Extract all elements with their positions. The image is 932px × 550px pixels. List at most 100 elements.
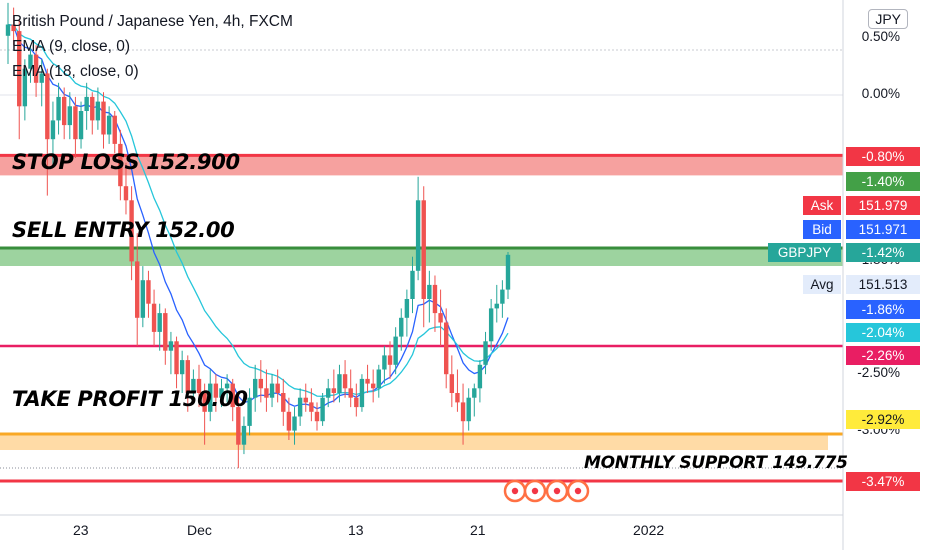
candle-body bbox=[22, 68, 28, 107]
candle-body bbox=[123, 186, 129, 201]
sell-entry-annotation: SELL ENTRY 152.00 bbox=[12, 218, 235, 242]
candle-body bbox=[359, 378, 365, 408]
bid-price-tag[interactable]: 151.971 bbox=[846, 220, 920, 239]
ema-fast-line bbox=[7, 23, 509, 410]
candle-body bbox=[269, 383, 275, 398]
event-marker-dot bbox=[531, 487, 539, 495]
candle-body bbox=[370, 383, 376, 389]
ema-fast-legend[interactable]: EMA (9, close, 0) bbox=[12, 38, 131, 55]
y-tick-label: 0.50% bbox=[861, 29, 900, 44]
candle-body bbox=[213, 383, 219, 398]
candle-body bbox=[449, 374, 455, 393]
candle-body bbox=[427, 284, 432, 299]
candle-body bbox=[275, 383, 280, 393]
candle-body bbox=[247, 397, 252, 426]
candle-body bbox=[354, 397, 359, 408]
event-markers[interactable] bbox=[503, 479, 590, 503]
candle-body bbox=[146, 280, 151, 304]
candle-body bbox=[286, 411, 292, 431]
chart-title: British Pound / Japanese Yen, 4h, FXCM bbox=[12, 13, 293, 30]
price-tag-ema-fast[interactable]: -1.86% bbox=[846, 300, 920, 319]
candle-body bbox=[404, 299, 410, 318]
candle-body bbox=[337, 374, 342, 393]
price-tag-ema-slow[interactable]: -2.04% bbox=[846, 323, 920, 342]
candle-body bbox=[129, 200, 134, 262]
candle-body bbox=[140, 280, 146, 318]
event-marker-dot bbox=[574, 487, 582, 495]
y-tick-label: -2.50% bbox=[857, 365, 900, 380]
candle-body bbox=[106, 115, 112, 135]
candle-body bbox=[11, 24, 16, 32]
candle-body bbox=[185, 360, 190, 393]
candle-body bbox=[118, 143, 123, 187]
avg-price-tag[interactable]: 151.513 bbox=[846, 275, 920, 294]
price-tag-sell-entry-line[interactable]: -1.40% bbox=[846, 172, 920, 191]
candle-body bbox=[236, 407, 241, 445]
candle-body bbox=[202, 393, 207, 412]
level-zones bbox=[0, 153, 843, 483]
candle-body bbox=[219, 388, 224, 398]
price-tag-pink-line[interactable]: -2.26% bbox=[846, 346, 920, 365]
candle-body bbox=[331, 388, 337, 393]
stop-loss-zone bbox=[0, 155, 843, 176]
candle-body bbox=[326, 388, 331, 398]
last-price-tag[interactable]: -1.42% bbox=[846, 243, 920, 262]
candle-body bbox=[438, 313, 443, 323]
candle-body bbox=[28, 54, 33, 69]
price-tag-support-line[interactable]: -3.47% bbox=[846, 472, 920, 491]
event-marker-dot bbox=[553, 487, 561, 495]
candle-body bbox=[309, 402, 314, 412]
candle-body bbox=[494, 303, 499, 309]
candle-body bbox=[314, 411, 320, 422]
ask-price-tag[interactable]: 151.979 bbox=[846, 196, 920, 215]
axes bbox=[0, 0, 844, 550]
candle-body bbox=[393, 336, 398, 365]
candle-body bbox=[281, 393, 286, 412]
candle-body bbox=[174, 341, 179, 375]
candle-body bbox=[399, 317, 404, 337]
candle-body bbox=[365, 378, 370, 384]
candle-body bbox=[342, 374, 348, 389]
price-tag-take-profit-line[interactable]: -2.92% bbox=[846, 410, 920, 429]
candle-body bbox=[466, 397, 471, 422]
candle-body bbox=[303, 397, 308, 403]
chart-grid bbox=[0, 49, 843, 469]
candle-body bbox=[410, 270, 415, 299]
candle-body bbox=[95, 101, 101, 121]
candle-body bbox=[264, 388, 269, 398]
candle-body bbox=[348, 388, 353, 398]
candle-body bbox=[56, 96, 61, 121]
monthly-support-annotation: MONTHLY SUPPORT 149.775 bbox=[584, 453, 848, 473]
candle-body bbox=[67, 106, 72, 126]
candle-body bbox=[17, 31, 22, 107]
candle-body bbox=[151, 303, 157, 332]
candle-body bbox=[78, 111, 84, 140]
candle-body bbox=[157, 313, 162, 332]
candle-body bbox=[477, 364, 483, 389]
x-tick-label: Dec bbox=[187, 522, 212, 538]
candle-body bbox=[208, 383, 213, 412]
candle-body bbox=[73, 106, 78, 140]
currency-button[interactable]: JPY bbox=[868, 9, 908, 29]
candle-body bbox=[472, 388, 477, 398]
candle-body bbox=[483, 341, 488, 365]
candle-body bbox=[50, 120, 56, 140]
candle-body bbox=[460, 402, 466, 422]
candle-body bbox=[505, 254, 511, 290]
candle-body bbox=[84, 96, 89, 111]
ema-slow-line bbox=[7, 23, 509, 397]
candle-body bbox=[168, 341, 174, 351]
candle-body bbox=[101, 101, 106, 135]
candle-body bbox=[179, 360, 185, 375]
stop-loss-annotation: STOP LOSS 152.900 bbox=[12, 150, 240, 174]
candle-body bbox=[488, 308, 494, 342]
candle-body bbox=[320, 397, 325, 422]
ema-slow-legend[interactable]: EMA (18, close, 0) bbox=[12, 63, 139, 80]
candle-body bbox=[444, 322, 449, 375]
candle-body bbox=[292, 416, 297, 431]
candle-body bbox=[432, 284, 438, 314]
price-tag-stop-loss-line[interactable]: -0.80% bbox=[846, 147, 920, 166]
candle-body bbox=[112, 115, 117, 144]
x-tick-label: 13 bbox=[348, 522, 364, 538]
